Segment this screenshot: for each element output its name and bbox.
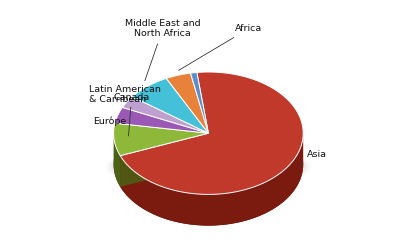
Polygon shape	[190, 72, 208, 133]
Text: Middle East and
North Africa: Middle East and North Africa	[125, 19, 201, 81]
Ellipse shape	[114, 103, 303, 226]
Text: Canada: Canada	[114, 93, 150, 136]
Polygon shape	[120, 132, 303, 226]
Polygon shape	[114, 132, 120, 187]
Text: Africa: Africa	[179, 24, 262, 70]
Ellipse shape	[111, 145, 306, 189]
Polygon shape	[120, 72, 303, 194]
Polygon shape	[166, 73, 208, 133]
Text: Europe: Europe	[93, 117, 126, 126]
Ellipse shape	[108, 144, 309, 190]
Polygon shape	[114, 123, 208, 156]
Text: Latin American
& Carribean: Latin American & Carribean	[89, 85, 161, 104]
Polygon shape	[132, 78, 208, 133]
Polygon shape	[115, 107, 208, 133]
Text: Asia: Asia	[299, 150, 327, 166]
Polygon shape	[120, 133, 208, 187]
Polygon shape	[122, 97, 208, 133]
Polygon shape	[120, 133, 208, 187]
